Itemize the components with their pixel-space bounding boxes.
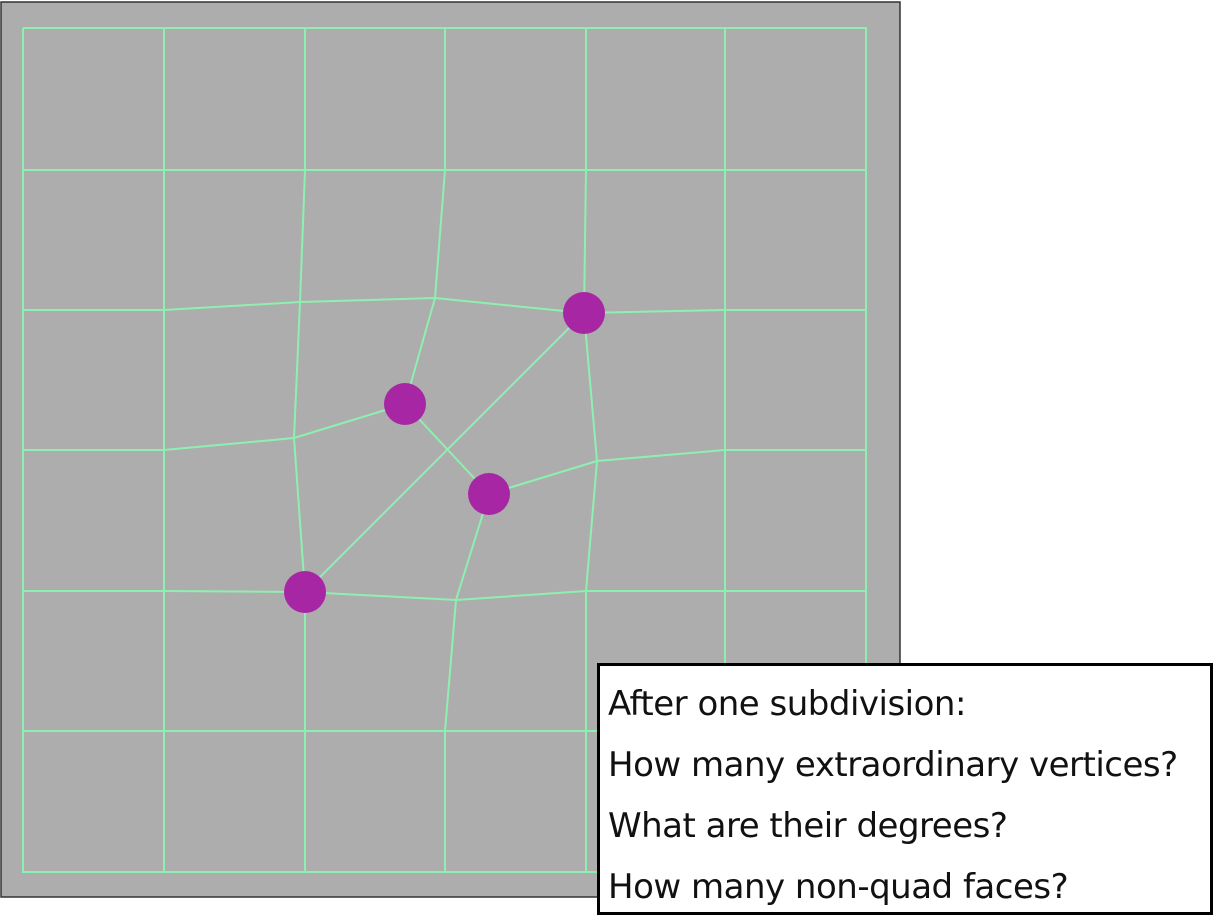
mesh-edge	[404, 28, 446, 405]
extraordinary-vertex	[284, 571, 326, 613]
extraordinary-vertex	[563, 292, 605, 334]
question-degrees: What are their degrees?	[608, 806, 1008, 846]
extraordinary-vertices	[284, 292, 605, 613]
question-non-quad-faces: How many non-quad faces?	[608, 867, 1069, 907]
mesh-edge	[488, 449, 866, 495]
question-box: After one subdivision: How many extraord…	[597, 663, 1213, 915]
question-heading: After one subdivision:	[608, 684, 966, 724]
mesh-edge	[582, 28, 599, 872]
mesh-edges	[22, 27, 867, 873]
extraordinary-vertex	[384, 383, 426, 425]
extraordinary-vertex	[468, 473, 510, 515]
mesh-edge	[304, 312, 585, 593]
question-extraordinary-count: How many extraordinary vertices?	[608, 745, 1178, 785]
mesh-edge	[292, 28, 306, 872]
mesh-edge	[444, 493, 490, 872]
mesh-edge	[23, 403, 406, 451]
